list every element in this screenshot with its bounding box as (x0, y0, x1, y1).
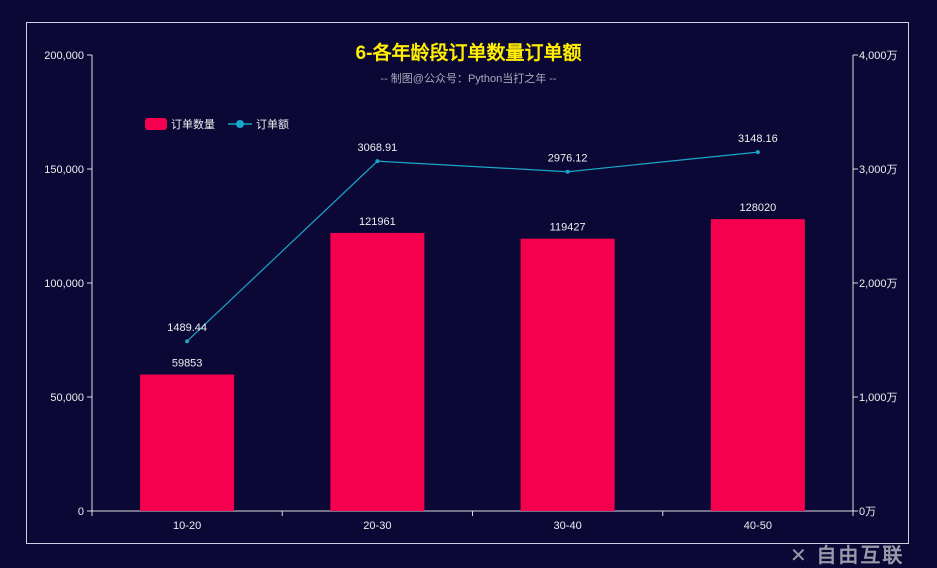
bar (330, 232, 425, 511)
bar-label: 128020 (740, 202, 777, 214)
line-point (375, 159, 380, 164)
right-tick-label: 3,000万 (859, 164, 898, 176)
x-tick-label: 30-40 (554, 520, 582, 532)
line-label: 1489.44 (167, 322, 207, 334)
line-label: 3068.91 (357, 142, 397, 154)
legend-bar-swatch (145, 118, 167, 130)
legend-line-marker (236, 120, 244, 128)
watermark-x-icon: ✕ (790, 545, 817, 567)
left-tick-label: 50,000 (50, 392, 84, 404)
bar-label: 59853 (172, 358, 203, 370)
left-tick-label: 200,000 (44, 50, 84, 62)
left-tick-label: 150,000 (44, 164, 84, 176)
line-point (755, 150, 760, 155)
right-tick-label: 1,000万 (859, 392, 898, 404)
right-tick-label: 0万 (859, 506, 876, 518)
right-tick-label: 4,000万 (859, 50, 898, 62)
bar (520, 238, 615, 512)
watermark-text: 自由互联 (816, 545, 905, 567)
bar-label: 121961 (359, 216, 396, 228)
x-tick-label: 40-50 (744, 520, 772, 532)
chart-title: 6-各年龄段订单数量订单额 (355, 43, 582, 64)
line-label: 3148.16 (738, 133, 778, 145)
bar (710, 219, 805, 512)
left-tick-label: 100,000 (44, 278, 84, 290)
right-tick-label: 2,000万 (859, 278, 898, 290)
legend-line-label: 订单额 (256, 118, 289, 131)
line-point (565, 169, 570, 174)
chart-subtitle: -- 制图@公众号：Python当打之年 -- (380, 73, 557, 85)
line-series (186, 151, 758, 342)
bar-label: 119427 (550, 222, 586, 234)
legend-bar-label: 订单数量 (171, 118, 215, 131)
watermark-logo: ✕ 自由互联 (790, 545, 904, 567)
left-tick-label: 0 (78, 506, 84, 518)
line-point (185, 339, 190, 344)
x-tick-label: 20-30 (363, 520, 391, 532)
line-label: 2976.12 (548, 153, 588, 165)
bar (140, 374, 235, 511)
chart-frame (26, 22, 909, 544)
x-tick-label: 10-20 (173, 520, 201, 532)
